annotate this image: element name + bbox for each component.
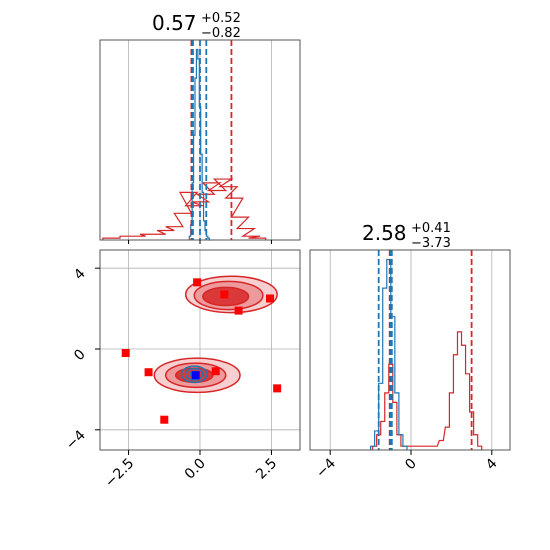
title-param1-plus: +0.41 <box>411 221 451 236</box>
histogram-red-series <box>372 331 483 450</box>
title-param1-minus: −3.73 <box>411 236 451 251</box>
x-tick-label: −2.5 <box>102 456 137 491</box>
histogram-red-series <box>102 178 267 240</box>
red-marker <box>211 367 220 376</box>
x-tick-label: 0.0 <box>182 456 209 483</box>
histogram-param1-panel <box>309 249 511 451</box>
title-param0: 0.57 +0.52 −0.82 <box>152 11 241 41</box>
blue-contour <box>184 367 204 381</box>
x-tick-label: 0 <box>402 456 420 474</box>
red-marker <box>266 294 274 303</box>
title-param0-value: 0.57 <box>152 11 197 35</box>
red-marker <box>273 384 282 393</box>
red-marker <box>160 415 169 424</box>
x-tick-label: 2.5 <box>253 456 280 483</box>
blue-marker <box>191 371 200 380</box>
title-param1-value: 2.58 <box>362 221 407 245</box>
scatter-2d-panel <box>99 249 301 451</box>
histogram-blue-series <box>370 258 408 450</box>
y-tick-label: 4 <box>71 266 89 284</box>
red-marker <box>234 306 243 315</box>
red-marker <box>220 290 229 299</box>
red-marker <box>121 349 130 358</box>
red-marker <box>144 368 153 377</box>
y-tick-label: −4 <box>63 427 89 453</box>
panel-frame <box>309 249 511 451</box>
x-tick-label: −4 <box>313 455 339 481</box>
blue-contour <box>180 365 208 384</box>
red-marker <box>193 278 202 287</box>
title-param0-minus: −0.82 <box>201 26 241 41</box>
title-param0-plus: +0.52 <box>201 11 241 26</box>
x-tick-label: 4 <box>483 455 501 473</box>
title-param1: 2.58 +0.41 −3.73 <box>362 221 451 251</box>
histogram-param0-panel <box>99 39 301 241</box>
y-tick-label: 0 <box>71 347 89 365</box>
